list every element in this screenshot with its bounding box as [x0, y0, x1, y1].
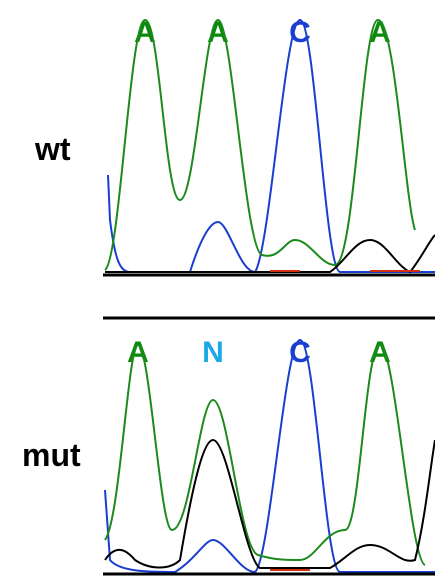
chromatogram-figure: wt mut A A C A A N C A — [0, 0, 435, 576]
mut-traces — [103, 340, 435, 574]
base-call: N — [202, 336, 224, 369]
panel-label: wt — [34, 131, 71, 167]
panel-label: mut — [22, 437, 81, 473]
wt-traces — [103, 20, 435, 275]
